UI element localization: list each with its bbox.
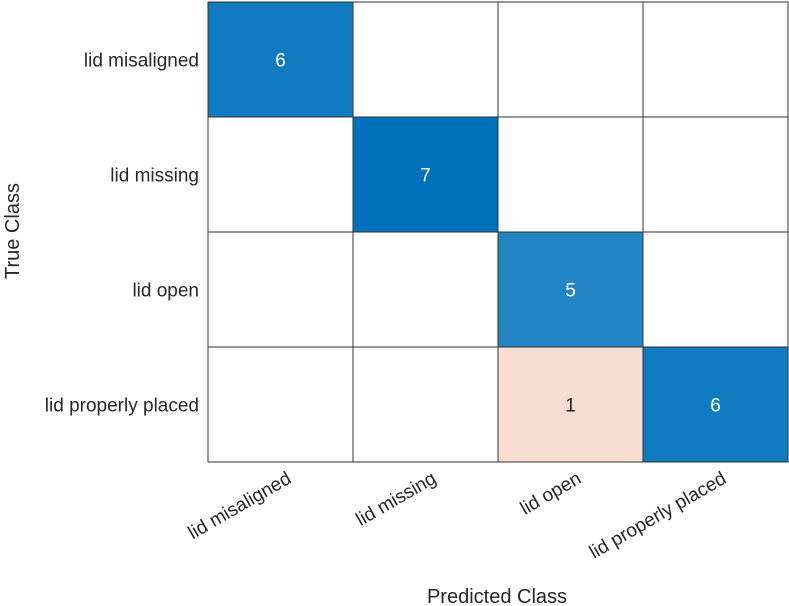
row-label-1: lid missing [110,166,199,187]
matrix-cell-r2-c3 [642,231,789,348]
column-label-3: lid properly placed [586,468,730,563]
matrix-cell-r1-c3 [642,116,789,233]
row-tick-labels: lid misaligned lid missing lid open lid pro… [45,51,199,417]
cell-value-r3-c2: 1 [565,396,576,417]
matrix-cell-r3-c2 [497,346,644,463]
matrix-cells [207,1,789,463]
matrix-cell-r2-c0 [207,231,354,348]
matrix-cell-r1-c1 [352,116,499,233]
matrix-cell-r3-c3 [642,346,789,463]
row-label-3: lid properly placed [45,396,199,417]
matrix-cell-r0-c0 [207,1,354,118]
matrix-cell-r2-c2 [497,231,644,348]
cell-value-r1-c1: 7 [420,166,431,187]
matrix-cell-r0-c1 [352,1,499,118]
column-label-1: lid missing [353,468,440,531]
matrix-cell-r0-c2 [497,1,644,118]
matrix-cell-r1-c0 [207,116,354,233]
matrix-cell-r1-c2 [497,116,644,233]
column-label-0: lid misaligned [185,468,295,544]
cell-value-r2-c2: 5 [565,281,576,302]
matrix-cell-r2-c1 [352,231,499,348]
column-label-2: lid open [517,468,585,519]
column-tick-labels: lid misaligned lid missing lid open lid pro… [185,468,730,563]
matrix-cell-r3-c1 [352,346,499,463]
row-label-0: lid misaligned [84,51,199,72]
x-axis-label: Predicted Class [427,586,567,606]
cell-values: 6 7 5 1 6 [275,51,721,417]
matrix-cell-r0-c3 [642,1,789,118]
y-axis-label: True Class [2,183,24,279]
matrix-cell-r3-c0 [207,346,354,463]
row-label-2: lid open [132,281,199,302]
cell-value-r0-c0: 6 [275,51,286,72]
cell-value-r3-c3: 6 [710,396,721,417]
